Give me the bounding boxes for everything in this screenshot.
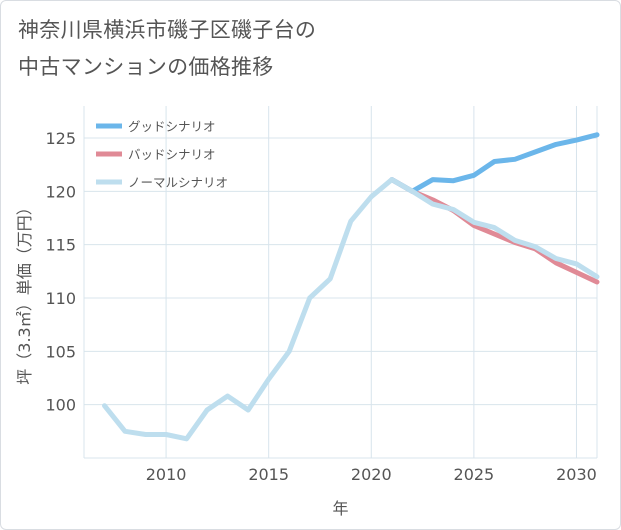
x-tick-label: 2025 [454, 465, 495, 484]
grid-lines [83, 106, 598, 459]
y-tick-label: 105 [45, 342, 76, 361]
x-tick-label: 2010 [146, 465, 187, 484]
x-tick-label: 2015 [248, 465, 289, 484]
chart-title-line-1: 神奈川県横浜市磯子区磯子台の [18, 18, 317, 42]
y-tick-label: 115 [45, 236, 76, 255]
y-tick-label: 100 [45, 396, 76, 415]
y-tick-label: 125 [45, 129, 76, 148]
series-lines [102, 132, 600, 442]
legend-label: グッドシナリオ [128, 119, 216, 134]
legend-label: バッドシナリオ [128, 147, 216, 162]
y-tick-labels: 100 105 110 115 120 125 [45, 129, 76, 415]
x-tick-label: 2020 [351, 465, 392, 484]
y-axis-label: 坪（3.3㎡）単価（万円） [15, 199, 34, 384]
y-tick-label: 110 [45, 289, 76, 308]
series-line-2 [102, 177, 600, 442]
x-tick-label: 2030 [556, 465, 597, 484]
chart-title-line-2: 中古マンションの価格推移 [18, 55, 274, 79]
y-tick-label: 120 [45, 182, 76, 201]
chart-title: 神奈川県横浜市磯子区磯子台の 中古マンションの価格推移 [18, 12, 598, 86]
x-axis-label: 年 [332, 499, 348, 518]
legend-label: ノーマルシナリオ [128, 175, 228, 190]
series-line-0 [389, 132, 600, 194]
x-tick-labels: 2010 2015 2020 2025 2030 [146, 465, 597, 484]
